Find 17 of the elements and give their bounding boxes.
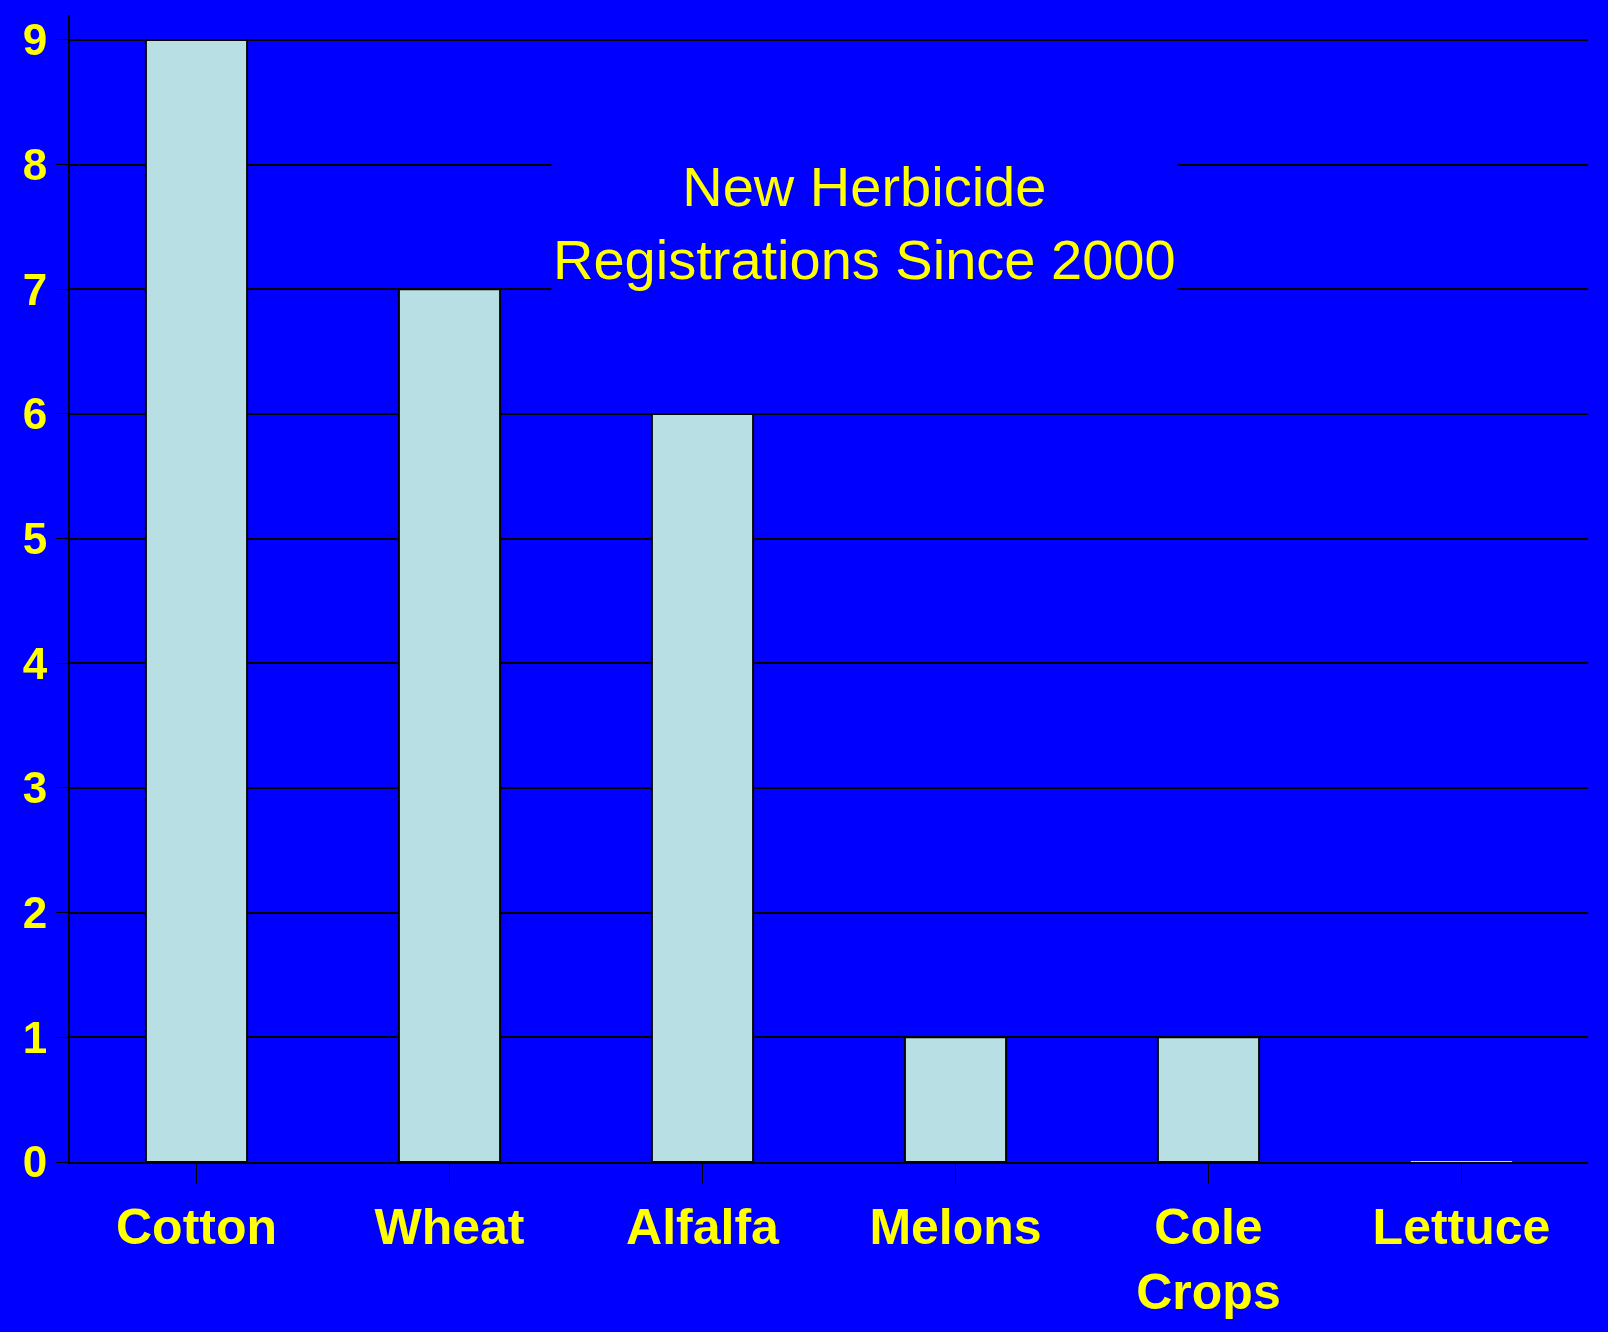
y-tick-label: 0 bbox=[22, 1137, 48, 1187]
y-tick-label: 9 bbox=[22, 15, 48, 65]
x-tick-label: Alfalfa bbox=[626, 1199, 781, 1255]
y-tick-label: 7 bbox=[22, 264, 48, 314]
x-tick-label: Lettuce bbox=[1372, 1199, 1551, 1255]
y-tick-label: 4 bbox=[22, 638, 48, 688]
y-tick-label: 2 bbox=[22, 888, 48, 938]
y-tick-label: 8 bbox=[22, 140, 48, 190]
y-tick-label: 1 bbox=[22, 1012, 48, 1062]
x-tick-label: Cole Crops bbox=[1136, 1199, 1281, 1320]
x-tick-label: Melons bbox=[869, 1199, 1042, 1255]
text: New Herbicide Registrations Since 2000 bbox=[553, 155, 1176, 291]
x-tick-label: Wheat bbox=[374, 1199, 525, 1255]
y-tick-label: 6 bbox=[22, 389, 48, 439]
y-tick-label: 5 bbox=[22, 514, 48, 564]
y-tick-label: 3 bbox=[22, 763, 48, 813]
x-tick-label: Cotton bbox=[115, 1199, 278, 1255]
